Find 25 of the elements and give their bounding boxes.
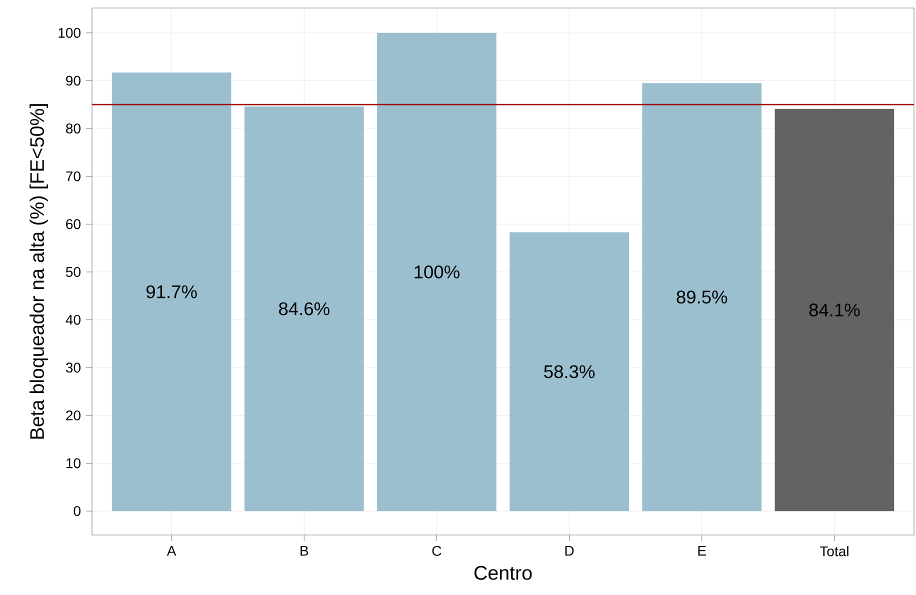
y-tick-label: 30 xyxy=(66,362,80,373)
y-tick-label: 20 xyxy=(66,410,80,420)
x-tick-label: D xyxy=(565,546,574,556)
data-label: 84.1% xyxy=(809,304,860,316)
x-tick-label: E xyxy=(698,546,706,556)
y-tick-label: 100 xyxy=(58,28,80,38)
data-label: 100% xyxy=(414,265,460,278)
y-tick-label: 40 xyxy=(66,314,80,325)
y-tick-label: 90 xyxy=(66,76,80,86)
x-tick-label: Total xyxy=(820,546,848,556)
data-label: 91.7% xyxy=(146,285,197,298)
y-tick-label: 70 xyxy=(66,171,80,182)
data-label: 84.6% xyxy=(279,302,330,316)
data-label: 58.3% xyxy=(544,365,595,378)
x-tick-label: B xyxy=(300,546,308,556)
x-axis-title: Centro xyxy=(474,566,532,580)
x-tick-label: C xyxy=(432,546,442,556)
x-tick-label: A xyxy=(166,546,176,556)
y-axis-title: Beta bloqueador na alta (%) [FE<50%] xyxy=(30,104,48,439)
y-tick-label: 0 xyxy=(74,506,80,516)
y-tick-label: 60 xyxy=(66,219,80,230)
y-tick-label: 10 xyxy=(66,458,80,468)
y-tick-label: 80 xyxy=(66,124,80,134)
data-label: 89.5% xyxy=(676,290,728,304)
y-tick-label: 50 xyxy=(66,266,80,277)
